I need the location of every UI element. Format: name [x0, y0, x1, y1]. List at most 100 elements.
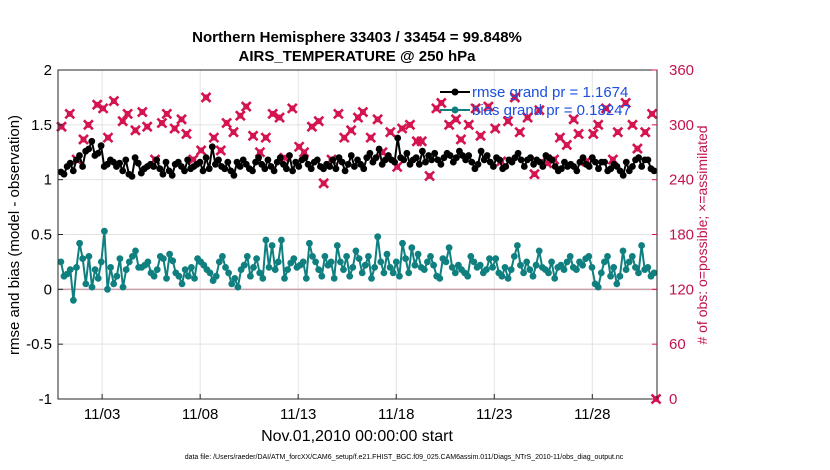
obs-dot	[132, 127, 139, 134]
bias-point-148	[517, 261, 524, 269]
rmse-point-133	[468, 158, 476, 166]
obs-marker-89	[639, 126, 651, 138]
rmse-point-33	[159, 170, 167, 178]
bias-point-3	[66, 266, 74, 273]
obs-dot	[413, 138, 420, 145]
obs-dot	[642, 129, 649, 136]
obs-marker-85	[612, 126, 624, 138]
bias-point-88	[330, 275, 338, 282]
obs-dot	[575, 130, 582, 137]
bias-point-114	[411, 261, 419, 269]
rmse-point-167	[573, 167, 581, 175]
obs-dot	[139, 109, 146, 116]
obs-marker-83	[600, 102, 612, 114]
rmse-point-94	[347, 152, 355, 159]
obs-dot	[210, 134, 217, 141]
bias-point-52	[219, 253, 226, 260]
obs-marker-90	[646, 108, 658, 120]
obs-marker-87	[627, 119, 638, 131]
obs-dot	[453, 116, 460, 123]
bias-point-98	[361, 261, 369, 269]
rmse-point-95	[351, 163, 358, 170]
legend-bias-marker	[451, 106, 459, 114]
obs-dot	[622, 99, 629, 106]
obs-dot	[256, 149, 263, 156]
rmse-point-174	[595, 165, 602, 173]
bias-point-119	[427, 253, 434, 260]
obs-marker-58	[435, 97, 447, 109]
obs-marker-56	[424, 170, 435, 182]
obs-dot	[250, 132, 257, 139]
obs-dot	[230, 129, 237, 136]
obs-marker-6	[97, 102, 109, 114]
obs-dot	[341, 134, 348, 141]
rmse-point-67	[264, 156, 272, 164]
bias-point-112	[405, 269, 413, 277]
bias-point-164	[566, 253, 574, 260]
obs-marker-32	[267, 108, 279, 120]
y2tick-label-5: 300	[669, 117, 694, 134]
bias-point-176	[604, 253, 611, 260]
obs-dot	[163, 110, 170, 117]
bias-point-51	[215, 258, 223, 266]
obs-dot	[183, 130, 190, 137]
bias-point-147	[514, 242, 521, 249]
y2-axis-label: # of obs: o=possible; ×=assimilated	[694, 125, 710, 344]
bias-point-22	[125, 258, 133, 266]
obs-marker-66	[489, 123, 501, 134]
obs-marker-27	[234, 110, 246, 122]
obs-marker-65	[482, 101, 494, 112]
rmse-point-31	[153, 156, 161, 164]
bias-point-96	[355, 255, 363, 262]
bias-point-166	[573, 266, 580, 273]
rmse-point-190	[644, 156, 652, 164]
obs-dot	[634, 145, 641, 152]
obs-dot	[223, 120, 230, 127]
rmse-point-51	[215, 156, 222, 164]
obs-dot	[198, 147, 205, 154]
bias-point-191	[650, 269, 658, 277]
obs-dot	[387, 129, 394, 136]
bias-point-67	[265, 264, 273, 271]
bias-point-104	[380, 269, 388, 277]
rmse-point-92	[341, 167, 349, 175]
obs-dot	[158, 120, 165, 127]
bias-point-24	[132, 247, 139, 255]
bias-point-149	[520, 269, 527, 277]
bias-point-59	[240, 261, 248, 269]
obs-dot	[614, 129, 621, 136]
rmse-point-77	[295, 163, 303, 170]
bias-point-38	[175, 272, 183, 280]
obs-dot	[485, 103, 492, 110]
obs-dot	[446, 121, 453, 128]
bias-point-144	[504, 275, 512, 282]
bias-point-61	[247, 272, 254, 280]
bias-point-143	[501, 264, 509, 271]
bias-point-69	[271, 266, 279, 273]
bias-point-113	[408, 244, 416, 252]
rmse-point-135	[474, 160, 482, 168]
obs-marker-25	[221, 117, 233, 129]
rmse-point-21	[122, 156, 130, 164]
rmse-point-24	[131, 154, 139, 162]
bias-point-0	[57, 258, 65, 266]
obs-marker-28	[240, 101, 252, 112]
obs-marker-13	[141, 121, 153, 133]
bias-point-19	[116, 255, 124, 262]
obs-dot	[563, 141, 570, 148]
bias-point-175	[601, 258, 608, 266]
obs-dot	[308, 123, 315, 130]
rmse-point-74	[286, 152, 293, 159]
bias-point-84	[318, 272, 326, 280]
rmse-point-9	[85, 145, 93, 153]
obs-dot	[171, 125, 178, 132]
obs-marker-82	[592, 119, 604, 131]
bias-series	[57, 227, 658, 304]
bias-point-117	[420, 266, 428, 273]
ytick-label-4: 1	[44, 172, 52, 189]
rmse-point-32	[156, 165, 164, 173]
obs-dot	[85, 121, 92, 128]
bias-point-120	[430, 261, 437, 269]
bias-point-11	[91, 266, 99, 273]
obs-dot	[367, 134, 374, 141]
